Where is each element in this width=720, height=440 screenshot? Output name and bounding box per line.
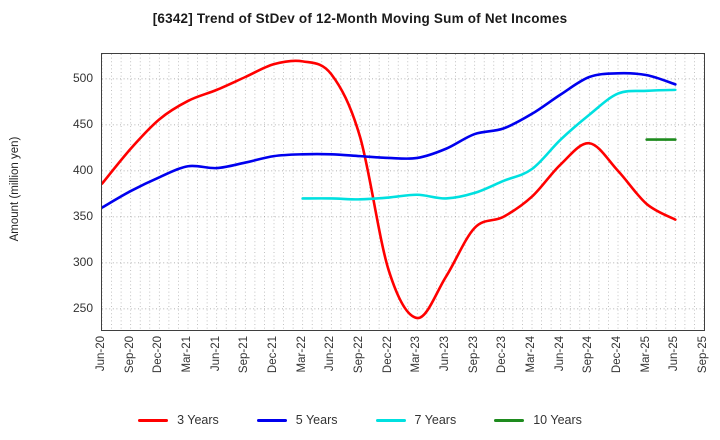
y-axis-label: Amount (million yen) — [9, 136, 21, 242]
chart-title: [6342] Trend of StDev of 12-Month Moving… — [152, 11, 568, 26]
x-tick-label: Jun-22 — [324, 336, 337, 372]
x-tick-label: Sep-24 — [582, 336, 595, 374]
x-tick-label: Jun-24 — [553, 336, 566, 372]
y-tick-label: 350 — [72, 208, 93, 223]
x-tick-label: Dec-23 — [496, 336, 509, 374]
legend-swatch-5-years — [256, 418, 287, 422]
legend-item-3-years: 3 Years — [138, 413, 219, 427]
legend-label: 3 Years — [177, 413, 219, 427]
x-tick-label: Sep-22 — [353, 336, 365, 374]
x-tick-label: Sep-20 — [123, 336, 136, 374]
x-tick-label: Jun-25 — [668, 336, 681, 372]
y-tick-label: 300 — [72, 254, 93, 269]
legend-swatch-3-years — [138, 418, 169, 422]
legend-swatch-7-years — [375, 418, 406, 422]
x-tick-label: Mar-25 — [639, 336, 652, 373]
plot-svg — [102, 54, 704, 330]
x-tick-label: Dec-20 — [152, 336, 165, 374]
x-tick-label: Dec-24 — [611, 336, 623, 374]
series-line-5-years — [102, 71, 677, 209]
legend: 3 Years 5 Years 7 Years 10 Years — [0, 407, 720, 433]
x-tick-label: Sep-25 — [697, 336, 709, 374]
y-tick-label: 450 — [72, 116, 93, 131]
series-line-3-years — [102, 59, 677, 320]
x-tick-label: Mar-24 — [525, 336, 537, 373]
x-tick-label: Sep-23 — [467, 336, 480, 374]
x-tick-label: Mar-23 — [410, 336, 423, 373]
y-tick-label: 400 — [72, 162, 93, 177]
legend-swatch-10-years — [494, 418, 525, 422]
x-tick-label: Jun-23 — [439, 336, 451, 372]
legend-label: 7 Years — [414, 413, 457, 427]
x-tick-label: Dec-22 — [381, 336, 394, 374]
series-group — [102, 59, 677, 320]
x-tick-label: Jun-20 — [95, 336, 107, 372]
legend-item-5-years: 5 Years — [256, 413, 338, 427]
plot-area — [101, 53, 705, 331]
y-tick-label: 250 — [72, 300, 93, 315]
x-tick-label: Sep-21 — [238, 336, 251, 374]
legend-item-7-years: 7 Years — [375, 413, 457, 427]
x-tick-label: Jun-21 — [209, 336, 222, 372]
x-tick-label: Mar-22 — [295, 336, 308, 373]
x-tick-label: Dec-21 — [267, 336, 279, 374]
legend-label: 5 Years — [295, 413, 338, 427]
legend-label: 10 Years — [533, 413, 582, 427]
series-line-7-years — [301, 88, 677, 201]
y-tick-label: 500 — [72, 70, 93, 85]
x-tick-label: Mar-21 — [181, 336, 193, 373]
legend-item-10-years: 10 Years — [494, 413, 582, 427]
